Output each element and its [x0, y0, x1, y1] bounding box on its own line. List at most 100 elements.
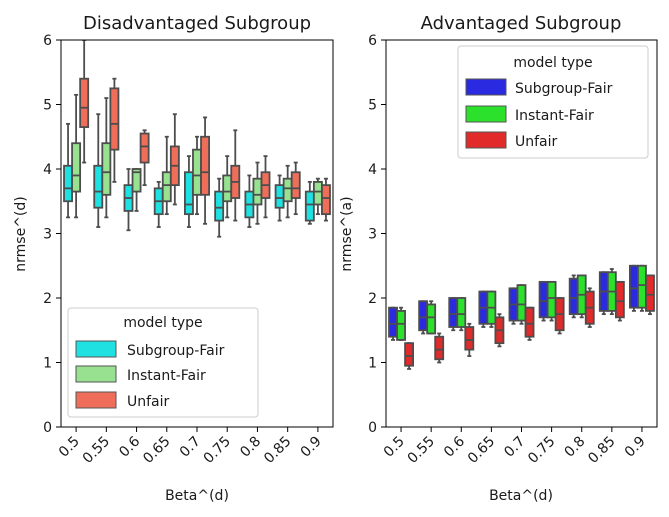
box: [304, 190, 315, 222]
x-tick-label: 0.65: [465, 434, 498, 467]
x-tick-label: 0.55: [405, 434, 438, 467]
disadvantaged-subgroup-panel: Disadvantaged Subgroup nrmse^(d) Beta^(d…: [13, 13, 334, 504]
box: [645, 274, 655, 312]
y-tick-label: 1: [368, 356, 377, 372]
box: [614, 280, 625, 319]
box: [448, 297, 459, 328]
box: [426, 303, 437, 335]
y-tick-label: 3: [43, 227, 52, 243]
legend-label-instant-fair: Instant-Fair: [127, 368, 206, 384]
box: [109, 87, 120, 151]
box: [282, 177, 293, 203]
y-tick-label: 3: [368, 227, 377, 243]
box: [93, 164, 104, 209]
box: [63, 164, 73, 203]
legend-label-unfair: Unfair: [127, 394, 170, 410]
x-tick-label: 0.5: [56, 434, 83, 461]
legend-swatch-instant-fair: [465, 105, 507, 123]
x-tick-label: 0.5: [381, 434, 408, 461]
x-tick-label: 0.85: [585, 434, 618, 467]
box: [538, 280, 549, 319]
y-axis-label: nrmse^(a): [339, 196, 355, 271]
x-tick-label: 0.55: [80, 434, 113, 467]
box: [161, 171, 172, 203]
legend-label-subgroup-fair: Subgroup-Fair: [127, 343, 225, 359]
x-tick-label: 0.85: [261, 434, 294, 467]
panel-title: Advantaged Subgroup: [421, 13, 622, 34]
y-tick-label: 6: [43, 33, 52, 49]
y-tick-label: 0: [43, 420, 52, 436]
box: [139, 132, 150, 164]
box-group: [388, 264, 655, 370]
box: [396, 309, 406, 341]
legend-frame: [457, 45, 649, 159]
y-tick-label: 5: [368, 98, 377, 114]
x-tick-label: 0.6: [441, 433, 468, 460]
legend-label-subgroup-fair: Subgroup-Fair: [515, 81, 613, 97]
box: [418, 300, 429, 332]
box: [434, 335, 445, 361]
x-tick-label: 0.8: [561, 434, 588, 461]
x-tick-label: 0.75: [525, 434, 558, 467]
legend-title: model type: [123, 315, 202, 331]
legend-swatch-unfair: [75, 391, 117, 409]
box: [192, 148, 202, 196]
y-axis-label: nrmse^(d): [13, 196, 29, 271]
x-axis-label: Beta^(d): [165, 488, 229, 504]
legend: model type Subgroup-Fair Instant-Fair Un…: [67, 307, 259, 418]
legend-title: model type: [513, 55, 592, 71]
box: [214, 190, 225, 222]
box: [274, 184, 285, 209]
y-tick-label: 2: [368, 291, 377, 307]
box: [71, 142, 82, 193]
legend-swatch-instant-fair: [75, 365, 117, 383]
x-tick-label: 0.9: [298, 434, 325, 461]
box: [312, 180, 323, 206]
y-tick-label: 5: [43, 98, 52, 114]
x-tick-label: 0.65: [140, 434, 173, 467]
legend-swatch-subgroup-fair: [75, 340, 117, 358]
box: [131, 168, 142, 193]
legend-label-instant-fair: Instant-Fair: [515, 108, 594, 124]
box: [629, 264, 639, 309]
box: [637, 264, 647, 309]
y-tick-label: 6: [368, 33, 377, 49]
box: [222, 174, 233, 203]
advantaged-subgroup-panel: Advantaged Subgroup nrmse^(a) Beta^(d) 0…: [339, 13, 658, 504]
box: [200, 135, 210, 196]
box: [252, 177, 263, 206]
y-tick-label: 1: [43, 356, 52, 372]
x-tick-label: 0.75: [201, 434, 234, 467]
box: [524, 306, 535, 338]
box: [516, 284, 527, 322]
box: [290, 171, 301, 199]
x-tick-label: 0.8: [237, 434, 264, 461]
box: [568, 277, 579, 316]
y-tick-label: 2: [43, 291, 52, 307]
x-tick-label: 0.7: [501, 434, 528, 461]
x-tick-label: 0.6: [116, 433, 143, 460]
y-tick-label: 0: [368, 420, 377, 436]
legend-swatch-subgroup-fair: [465, 78, 507, 96]
plot-area: 0 1 2 3 4 5 6 0.50.55 0.60.65 0.70.75 0.80.85 0.9: [368, 33, 658, 467]
box: [388, 306, 398, 338]
box: [546, 280, 557, 319]
y-tick-label: 4: [368, 162, 377, 178]
y-tick-label: 4: [43, 162, 52, 178]
legend-frame: [67, 307, 259, 418]
box: [404, 342, 415, 367]
box: [321, 184, 331, 216]
box: [101, 142, 112, 196]
box: [184, 171, 194, 216]
x-tick-label: 0.7: [177, 434, 204, 461]
box: [464, 326, 475, 351]
box: [456, 297, 467, 328]
box-group: [63, 40, 331, 238]
panel-title: Disadvantaged Subgroup: [83, 13, 311, 34]
legend: model type Subgroup-Fair Instant-Fair Un…: [457, 45, 649, 159]
x-tick-label: 0.9: [622, 434, 649, 461]
legend-label-unfair: Unfair: [515, 134, 558, 150]
x-axis-label: Beta^(d): [489, 488, 553, 504]
box: [79, 77, 90, 128]
